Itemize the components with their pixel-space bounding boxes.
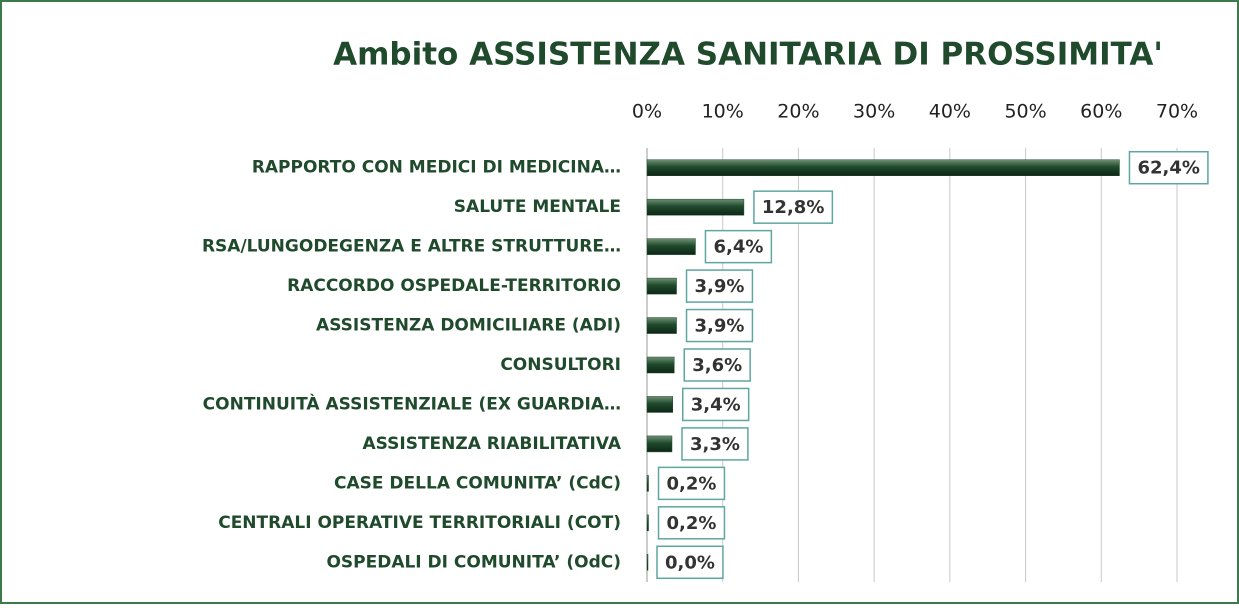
y-tick-label: OSPEDALI DI COMUNITA’ (OdC) (326, 552, 621, 572)
x-tick-label: 20% (777, 101, 819, 123)
data-label: 0,0% (665, 552, 715, 573)
x-tick-label: 50% (1004, 101, 1046, 123)
data-label-box (681, 427, 749, 461)
bar (646, 514, 649, 532)
data-label: 3,9% (695, 276, 745, 297)
data-label-box (681, 387, 750, 422)
data-label-box (704, 229, 773, 264)
data-label: 0,2% (667, 513, 717, 534)
bar (646, 435, 673, 453)
y-tick-label: CONTINUITÀ ASSISTENZIALE (EX GUARDIA… (203, 392, 621, 414)
data-label-box (683, 348, 751, 382)
x-tick-label: 30% (853, 101, 895, 123)
data-label-box (656, 545, 724, 580)
bar (646, 396, 673, 413)
y-tick-label: RACCORDO OSPEDALE-TERRITORIO (287, 276, 621, 296)
data-label: 12,8% (762, 197, 824, 218)
bar (646, 159, 1120, 176)
bar (646, 317, 677, 334)
data-label: 3,4% (691, 394, 741, 415)
data-label-box (657, 466, 726, 501)
data-label: 3,9% (695, 316, 745, 337)
y-tick-label: SALUTE MENTALE (454, 197, 621, 217)
data-label: 62,4% (1137, 158, 1199, 179)
data-label-box (685, 308, 754, 343)
bar (646, 198, 745, 216)
x-tick-label: 60% (1080, 101, 1122, 123)
chart-title: Ambito ASSISTENZA SANITARIA DI PROSSIMIT… (333, 37, 1163, 73)
data-label-box (753, 190, 834, 224)
data-label-box (1128, 150, 1209, 185)
data-label-box (657, 506, 726, 540)
data-label: 3,6% (692, 355, 742, 376)
x-tick-label: 10% (702, 101, 744, 123)
x-tick-label: 70% (1156, 101, 1198, 123)
y-tick-label: ASSISTENZA RIABILITATIVA (363, 434, 622, 454)
data-label: 3,3% (690, 434, 740, 455)
data-label: 6,4% (713, 237, 763, 258)
y-tick-label: CONSULTORI (500, 355, 621, 375)
x-tick-label: 40% (929, 101, 971, 123)
data-label: 0,2% (667, 473, 717, 494)
y-tick-label: CENTRALI OPERATIVE TERRITORIALI (COT) (218, 513, 621, 533)
y-tick-label: CASE DELLA COMUNITA’ (CdC) (334, 473, 621, 493)
bar (646, 238, 696, 255)
y-tick-label: RSA/LUNGODEGENZA E ALTRE STRUTTURE… (202, 237, 621, 257)
bar (646, 277, 677, 295)
y-tick-label: ASSISTENZA DOMICILIARE (ADI) (316, 316, 621, 336)
bar (646, 356, 675, 374)
x-tick-label: 0% (632, 101, 662, 123)
data-label-box (685, 269, 754, 303)
bar (646, 475, 649, 492)
bar (646, 554, 649, 571)
y-tick-label: RAPPORTO CON MEDICI DI MEDICINA… (252, 158, 621, 178)
